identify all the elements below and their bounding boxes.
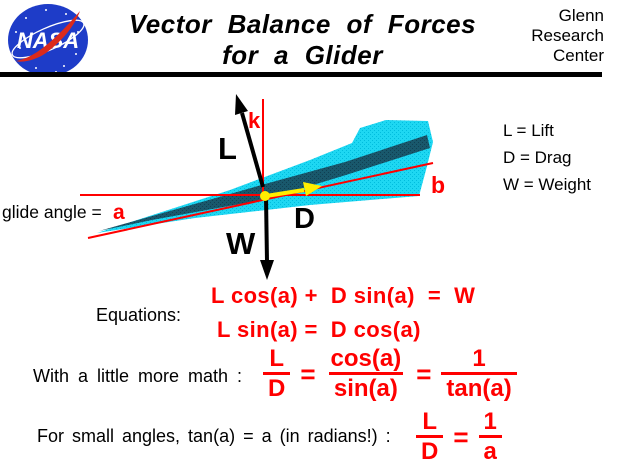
org-line2: Research (531, 26, 604, 45)
org-line1: Glenn (558, 6, 604, 25)
org-name: Glenn Research Center (531, 6, 604, 66)
flight-path-label: b (431, 172, 445, 198)
lift-drag-ratio-equation: L D = cos(a) sin(a) = 1 tan(a) (263, 346, 517, 401)
legend-weight: W = Weight (503, 175, 592, 194)
fraction-1-over-tan: 1 tan(a) (441, 346, 517, 401)
equals-sign: = (416, 358, 432, 389)
equals-sign: = (453, 421, 469, 452)
nasa-logo-icon: NASA (8, 4, 88, 76)
weight-label: W (226, 226, 256, 261)
nasa-logo-orbit (11, 19, 85, 59)
small-angle-label: For small angles, tan(a) = a (in radians… (37, 426, 391, 446)
page-title: Vector Balance of Forces for a Glider (95, 9, 510, 71)
fraction-L-over-D: L D (263, 346, 291, 401)
glide-angle-symbol: a (113, 201, 125, 224)
nasa-logo-stars (15, 9, 79, 73)
center-of-gravity-dot (260, 191, 270, 201)
force-legend: L = Lift D = Drag W = Weight (503, 117, 591, 198)
fraction-1-over-a: 1 a (478, 409, 502, 464)
legend-lift: L = Lift (503, 121, 554, 140)
lift-label: L (218, 131, 237, 166)
drag-vector-arrow (265, 182, 322, 198)
glide-angle-text: glide angle = (2, 202, 102, 222)
header-divider (0, 72, 602, 77)
glider-wing-cyan (97, 120, 433, 233)
flight-path-line (87, 162, 434, 239)
equations-section-label: Equations: (96, 305, 182, 325)
weight-vector-arrow (260, 196, 274, 280)
more-math-label: With a little more math : (33, 366, 243, 386)
legend-drag: D = Drag (503, 148, 572, 167)
equals-sign: = (300, 358, 316, 389)
fraction-L-over-D: L D (416, 409, 444, 464)
drag-label: D (294, 203, 315, 235)
small-angle-equation: L D = 1 a (416, 409, 502, 464)
fraction-cos-over-sin: cos(a) sin(a) (328, 345, 403, 402)
equation-2: L sin(a) = D cos(a) (217, 317, 421, 342)
page-title-line1: Vector Balance of Forces (128, 9, 477, 39)
equation-1: L cos(a) + D sin(a) = W (211, 283, 476, 308)
k-axis-label: k (248, 108, 261, 133)
page-title-line2: for a Glider (222, 40, 383, 70)
org-line3: Center (552, 46, 604, 65)
lift-vector-arrow (235, 94, 265, 188)
